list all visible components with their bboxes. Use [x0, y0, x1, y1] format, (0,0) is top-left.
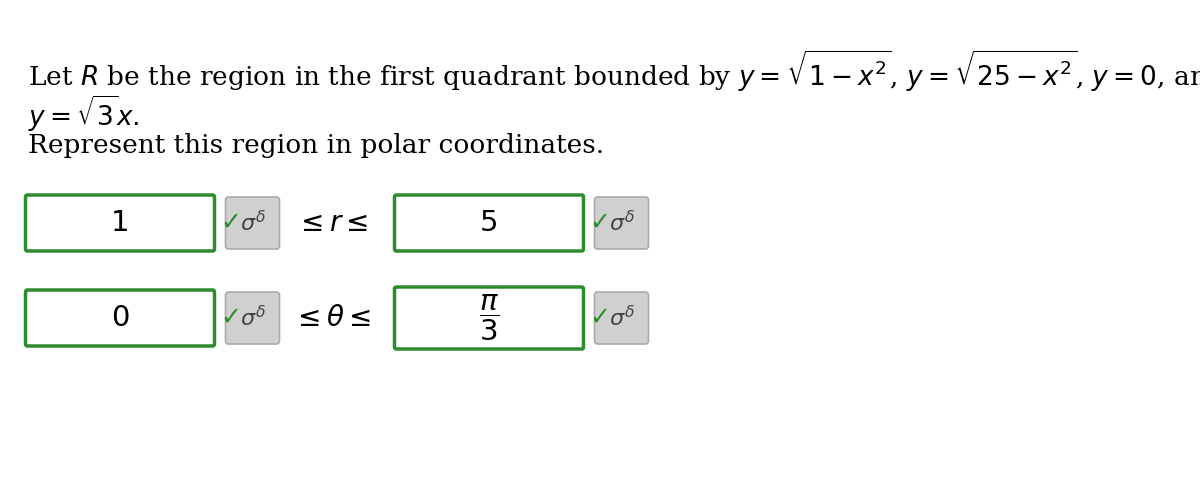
Text: ✓: ✓	[589, 211, 610, 235]
Text: ✓: ✓	[220, 306, 241, 330]
Text: $\sigma^{\delta}$: $\sigma^{\delta}$	[608, 211, 635, 236]
Text: 1: 1	[110, 209, 130, 237]
Text: Represent this region in polar coordinates.: Represent this region in polar coordinat…	[28, 133, 604, 158]
Text: $\sigma^{\delta}$: $\sigma^{\delta}$	[240, 305, 265, 331]
FancyBboxPatch shape	[395, 195, 583, 251]
Text: $y = \sqrt{3}x.$: $y = \sqrt{3}x.$	[28, 93, 139, 134]
Text: 5: 5	[480, 209, 498, 237]
FancyBboxPatch shape	[25, 290, 215, 346]
FancyBboxPatch shape	[594, 197, 648, 249]
Text: $\dfrac{\pi}{3}$: $\dfrac{\pi}{3}$	[479, 293, 499, 343]
Text: $\sigma^{\delta}$: $\sigma^{\delta}$	[240, 211, 265, 236]
Text: ✓: ✓	[589, 306, 610, 330]
FancyBboxPatch shape	[25, 195, 215, 251]
Text: Let $R$ be the region in the first quadrant bounded by $y = \sqrt{1-x^2}$, $y = : Let $R$ be the region in the first quadr…	[28, 48, 1200, 94]
Text: $\leq r \leq$: $\leq r \leq$	[295, 209, 368, 237]
FancyBboxPatch shape	[594, 292, 648, 344]
FancyBboxPatch shape	[226, 292, 280, 344]
Text: ✓: ✓	[220, 211, 241, 235]
Text: $\leq \theta \leq$: $\leq \theta \leq$	[292, 304, 371, 332]
FancyBboxPatch shape	[395, 287, 583, 349]
Text: $\sigma^{\delta}$: $\sigma^{\delta}$	[608, 305, 635, 331]
FancyBboxPatch shape	[226, 197, 280, 249]
Text: 0: 0	[110, 304, 130, 332]
